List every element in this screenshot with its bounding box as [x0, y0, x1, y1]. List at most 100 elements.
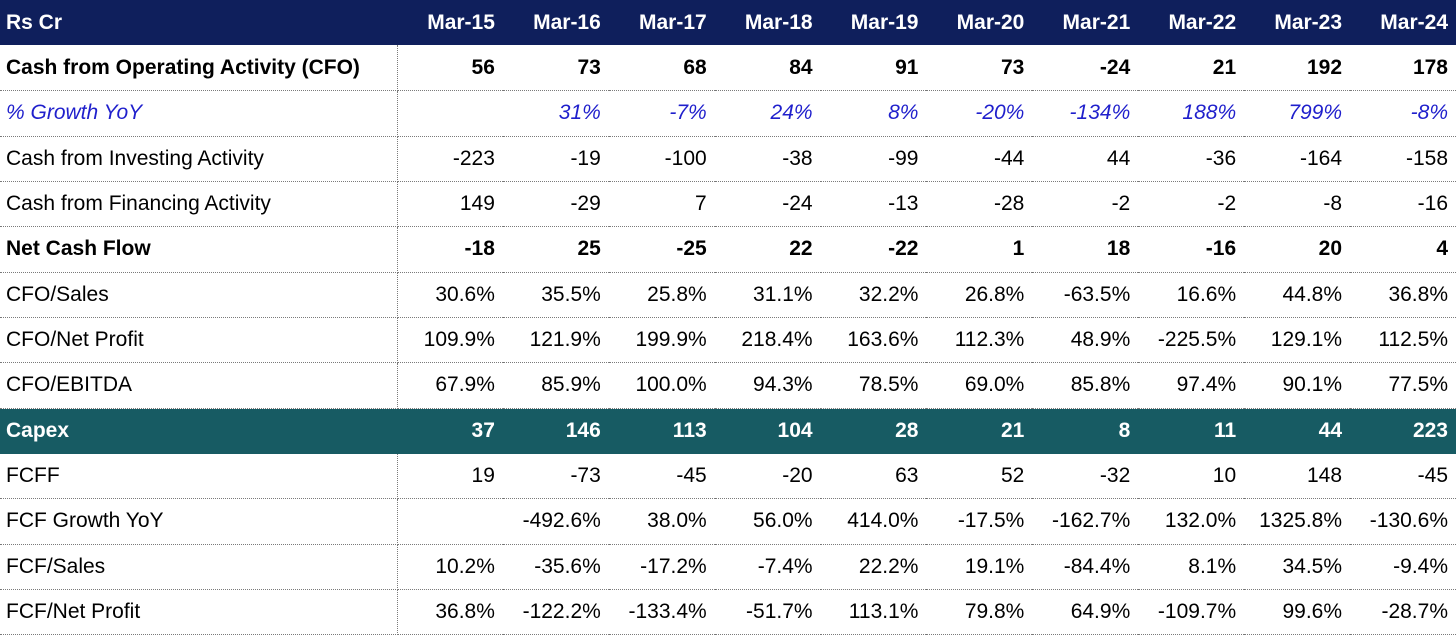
table-cell: 218.4%	[714, 317, 821, 364]
table-cell: 113	[608, 408, 715, 454]
year-header: Mar-15	[397, 0, 503, 46]
table-cell: 19.1%	[926, 544, 1033, 590]
year-header: Mar-24	[1350, 0, 1456, 46]
table-cell: 85.8%	[1032, 362, 1139, 409]
table-cell: 112.5%	[1350, 317, 1456, 364]
table-cell: 32.2%	[820, 272, 927, 318]
table-cell: -122.2%	[502, 589, 609, 635]
table-cell: 18	[1032, 226, 1139, 273]
year-header: Mar-22	[1138, 0, 1245, 46]
table-cell: 26.8%	[926, 272, 1033, 318]
table-row: CFO/EBITDA 67.9% 85.9% 100.0% 94.3% 78.5% 69.0…	[0, 362, 1456, 409]
table-cell: 44	[1032, 136, 1139, 182]
table-cell: 78.5%	[820, 362, 927, 409]
table-cell: 63	[820, 453, 927, 500]
table-row: Cash from Investing Activity -223 -19 -100-…	[0, 136, 1456, 182]
table-cell: 56	[397, 45, 503, 92]
table-cell: 148	[1244, 453, 1351, 500]
table-cell: -2	[1032, 181, 1139, 228]
table-row: CFO/Sales 30.6% 35.5% 25.8% 31.1% 32.2% 26.8% -…	[0, 272, 1456, 318]
table-cell: 69.0%	[926, 362, 1033, 409]
table-cell: 21	[1138, 45, 1245, 92]
table-cell: 7	[608, 181, 715, 228]
table-cell	[397, 498, 503, 545]
year-header: Mar-17	[608, 0, 715, 46]
table-cell: -51.7%	[714, 589, 821, 635]
table-cell: -130.6%	[1350, 498, 1456, 545]
row-label: CFO/Net Profit	[0, 317, 398, 364]
table-cell: -17.5%	[926, 498, 1033, 545]
table-cell: 10	[1138, 453, 1245, 500]
table-cell: 99.6%	[1244, 589, 1351, 635]
table-cell: 4	[1350, 226, 1456, 273]
table-cell: 31.1%	[714, 272, 821, 318]
table-cell: 8.1%	[1138, 544, 1245, 590]
table-cell: -134%	[1032, 90, 1139, 137]
table-cell: -8	[1244, 181, 1351, 228]
table-row: CFO/Net Profit 109.9% 121.9% 199.9% 218.4% 16…	[0, 317, 1456, 364]
table-cell: 21	[926, 408, 1033, 454]
table-cell: 223	[1350, 408, 1456, 454]
table-cell: 73	[926, 45, 1033, 92]
table-cell: -22	[820, 226, 927, 273]
table-cell: -84.4%	[1032, 544, 1139, 590]
table-cell: -13	[820, 181, 927, 228]
table-cell: 85.9%	[502, 362, 609, 409]
table-cell: 799%	[1244, 90, 1351, 137]
table-cell: -20	[714, 453, 821, 500]
table-cell: -109.7%	[1138, 589, 1245, 635]
table-cell: 37	[397, 408, 503, 454]
table-cell: 19	[397, 453, 503, 500]
table-cell: -73	[502, 453, 609, 500]
table-cell: 68	[608, 45, 715, 92]
table-cell: 79.8%	[926, 589, 1033, 635]
table-cell: 28	[820, 408, 927, 454]
table-cell: 121.9%	[502, 317, 609, 364]
table-cell: 129.1%	[1244, 317, 1351, 364]
table-row: Cash from Operating Activity (CFO) 56 73 68…	[0, 45, 1456, 92]
table-row: FCF/Sales 10.2% -35.6% -17.2% -7.4% 22.2% 19.1…	[0, 544, 1456, 590]
table-cell: 8%	[820, 90, 927, 137]
row-label: FCFF	[0, 453, 398, 500]
table-cell: 48.9%	[1032, 317, 1139, 364]
table-cell: -28	[926, 181, 1033, 228]
table-cell: 73	[502, 45, 609, 92]
year-header: Mar-21	[1032, 0, 1139, 46]
row-label: % Growth YoY	[0, 90, 398, 137]
row-label: Net Cash Flow	[0, 226, 398, 273]
row-label: Cash from Investing Activity	[0, 136, 398, 182]
table-cell: -17.2%	[608, 544, 715, 590]
table-cell: -100	[608, 136, 715, 182]
table-cell: -16	[1138, 226, 1245, 273]
unit-label-header: Rs Cr	[0, 0, 398, 46]
row-label: Cash from Financing Activity	[0, 181, 398, 228]
table-cell: 22.2%	[820, 544, 927, 590]
table-row: FCFF 19 -73 -45 -20 63 52 -32 10 148 -45	[0, 453, 1456, 500]
table-cell: 22	[714, 226, 821, 273]
table-cell: 31%	[502, 90, 609, 137]
table-cell: -19	[502, 136, 609, 182]
table-cell: 77.5%	[1350, 362, 1456, 409]
table-cell: -63.5%	[1032, 272, 1139, 318]
year-header: Mar-16	[502, 0, 609, 46]
table-cell: 36.8%	[397, 589, 503, 635]
table-cell: 20	[1244, 226, 1351, 273]
table-cell: 414.0%	[820, 498, 927, 545]
table-cell: -9.4%	[1350, 544, 1456, 590]
table-cell: 113.1%	[820, 589, 927, 635]
table-cell: 112.3%	[926, 317, 1033, 364]
table-cell: 90.1%	[1244, 362, 1351, 409]
table-cell: 16.6%	[1138, 272, 1245, 318]
table-cell: 30.6%	[397, 272, 503, 318]
table-cell: -36	[1138, 136, 1245, 182]
table-cell: 199.9%	[608, 317, 715, 364]
table-cell: 8	[1032, 408, 1139, 454]
table-cell: -7.4%	[714, 544, 821, 590]
table-cell: 34.5%	[1244, 544, 1351, 590]
table-cell: 188%	[1138, 90, 1245, 137]
table-cell: 178	[1350, 45, 1456, 92]
table-cell: 100.0%	[608, 362, 715, 409]
table-cell: -492.6%	[502, 498, 609, 545]
table-cell: -25	[608, 226, 715, 273]
table-cell: -32	[1032, 453, 1139, 500]
